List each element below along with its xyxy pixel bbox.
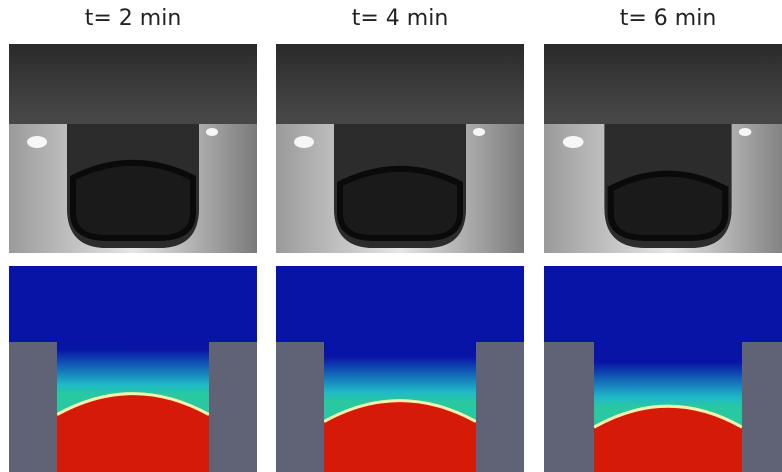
photo-panel-3: [544, 44, 782, 253]
highlight: [206, 128, 218, 136]
interface-line: [593, 404, 743, 429]
droplet: [607, 170, 729, 241]
left-wall: [276, 342, 324, 472]
right-wall: [741, 342, 782, 472]
simulation-svg-3: [544, 266, 782, 472]
simulation-panel-2: [276, 266, 524, 472]
column-title-3: t= 6 min: [619, 6, 717, 31]
simulation-svg-1: [9, 266, 257, 472]
simulation-svg-2: [276, 266, 524, 472]
highlight: [473, 128, 485, 136]
photo-svg-1: [9, 44, 257, 253]
interface-line: [323, 399, 477, 423]
column-title-2: t= 4 min: [351, 6, 449, 31]
photo-svg-3: [544, 44, 782, 253]
highlight: [562, 136, 584, 148]
simulation-panel-1: [9, 266, 257, 472]
left-wall: [544, 342, 595, 472]
photo-panel-2: [276, 44, 524, 253]
right-wall: [476, 342, 524, 472]
highlight: [738, 128, 752, 136]
lower-fluid: [594, 406, 742, 472]
simulation-panel-3: [544, 266, 782, 472]
droplet: [70, 159, 196, 241]
lower-fluid: [57, 393, 209, 472]
left-wall: [9, 342, 57, 472]
channel-wall: [544, 124, 782, 253]
lower-fluid: [324, 400, 476, 472]
right-wall: [209, 342, 257, 472]
highlight: [294, 136, 314, 148]
highlight: [27, 136, 47, 148]
photo-svg-2: [276, 44, 524, 253]
droplet: [337, 165, 463, 241]
interface-line: [56, 392, 210, 416]
photo-panel-1: [9, 44, 257, 253]
column-title-1: t= 2 min: [84, 6, 182, 31]
